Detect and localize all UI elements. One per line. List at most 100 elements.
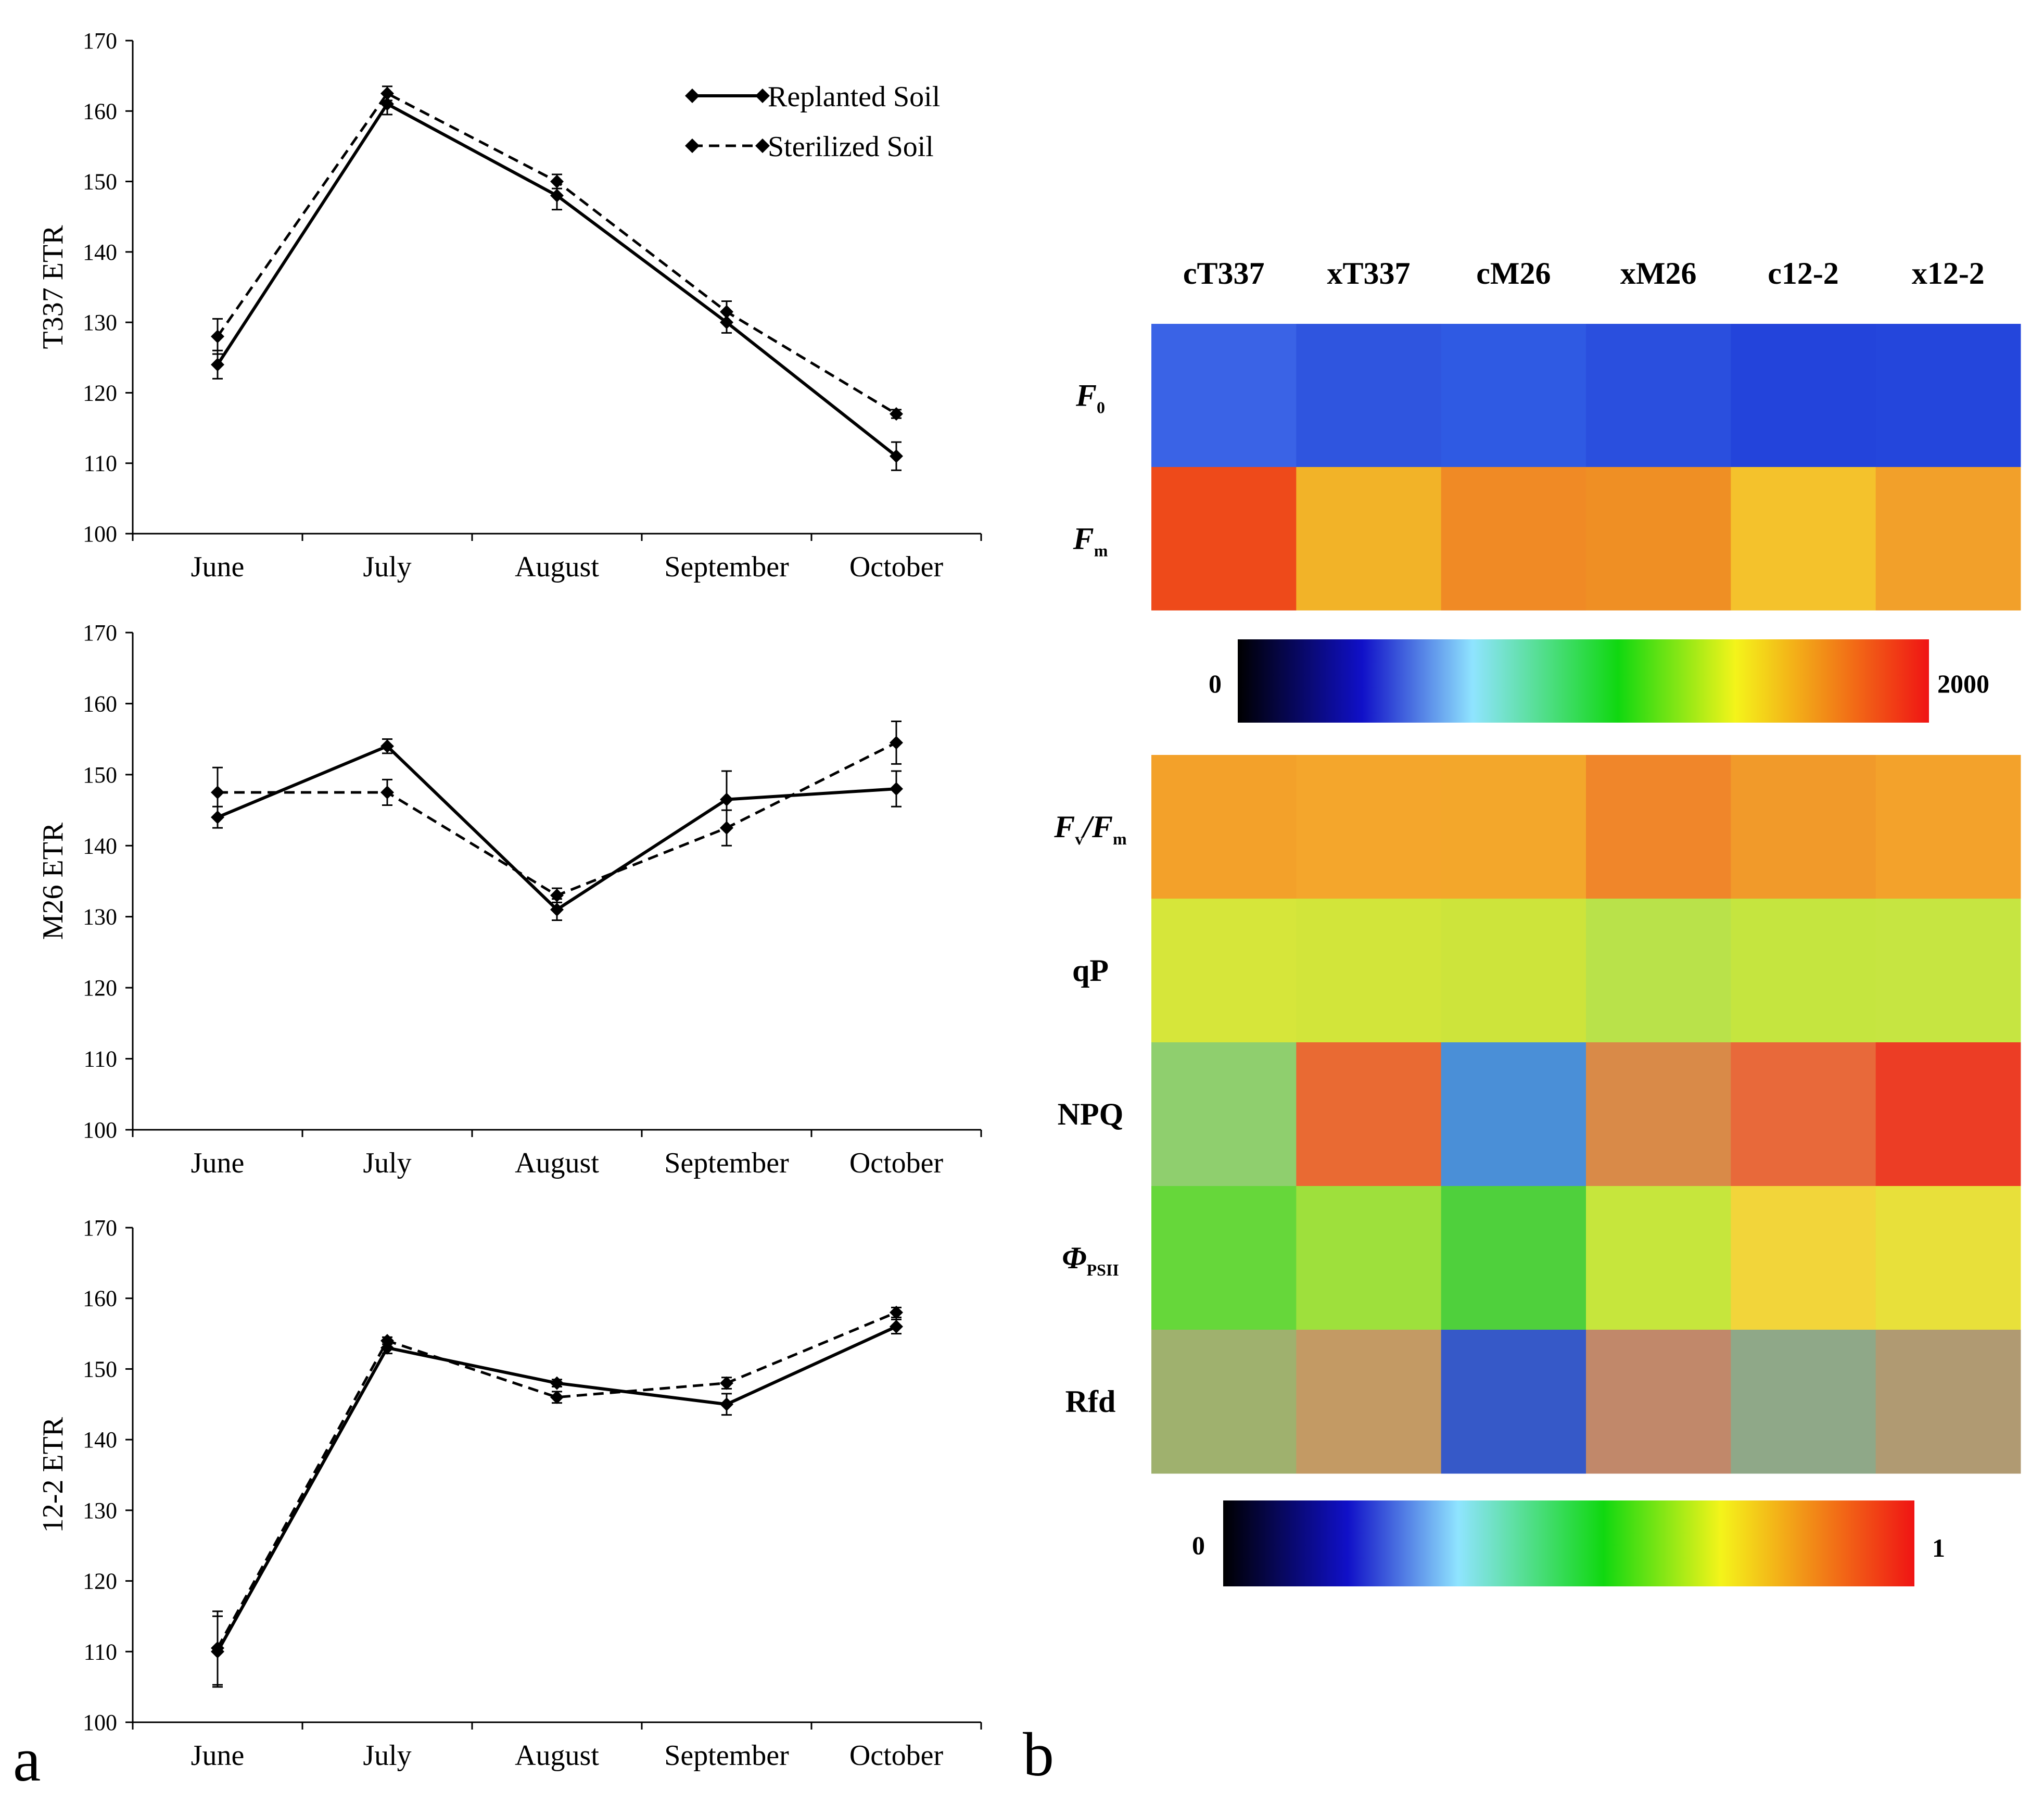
fluorescence-image-grid: cT337 xT337 cM26 xM26 c12-2 x12-2 F0 Fm Fv/Fm qP N… xyxy=(1053,256,2021,1474)
data-point xyxy=(211,785,224,799)
image-tile xyxy=(1731,1042,1876,1187)
y-tick-label: 110 xyxy=(84,1046,117,1072)
y-tick-label: 130 xyxy=(83,904,117,930)
sterilized-soil-line xyxy=(216,1311,897,1649)
row-label: Fv/Fm xyxy=(1053,810,1127,848)
y-axis-label: T337 ETR xyxy=(37,225,69,349)
legend-sterilized-marker-left xyxy=(685,138,700,153)
data-point xyxy=(890,782,903,796)
data-point xyxy=(890,736,903,750)
row-label: Fm xyxy=(1073,522,1108,560)
replanted-soil-line xyxy=(216,1325,897,1652)
t337-etr-chart: 100 110 120 130 140 150 160 170 June July August Se… xyxy=(37,28,982,583)
y-tick-label: 140 xyxy=(83,833,117,859)
image-tile xyxy=(1586,899,1731,1043)
image-tile xyxy=(1296,755,1442,899)
image-tile xyxy=(1151,324,1297,468)
image-tile xyxy=(1441,755,1586,899)
row-label: ΦPSII xyxy=(1062,1241,1119,1279)
panel-b-letter: b xyxy=(1023,1720,1054,1789)
image-tile xyxy=(1586,1186,1731,1330)
image-tile xyxy=(1731,467,1876,611)
data-point xyxy=(890,1305,903,1319)
colorbar2-min: 0 xyxy=(1192,1531,1205,1560)
row-label: F0 xyxy=(1075,379,1105,417)
colorbar-0-1 xyxy=(1223,1500,1914,1586)
y-tick-label: 140 xyxy=(83,239,117,265)
y-tick-label: 100 xyxy=(83,1117,117,1143)
x-tick-label: June xyxy=(191,551,245,583)
image-tile xyxy=(1441,899,1586,1043)
image-tile xyxy=(1875,324,2021,468)
replanted-soil-line xyxy=(217,744,897,912)
y-tick-label: 120 xyxy=(83,1569,117,1594)
image-tile xyxy=(1296,1330,1442,1474)
column-label: xM26 xyxy=(1620,256,1697,291)
image-tile xyxy=(1875,1042,2021,1187)
image-tile xyxy=(1296,1042,1442,1187)
y-tick-label: 130 xyxy=(83,310,117,335)
image-tile xyxy=(1586,755,1731,899)
data-point xyxy=(720,305,733,319)
x-tick-label: October xyxy=(849,1147,944,1179)
image-tile xyxy=(1151,1186,1297,1330)
legend-replanted-marker-left xyxy=(685,89,700,103)
x-tick-label: October xyxy=(849,1739,944,1772)
x-tick-label: September xyxy=(664,1147,789,1179)
image-tile xyxy=(1296,1186,1442,1330)
data-point xyxy=(720,792,733,806)
image-tile xyxy=(1875,755,2021,899)
y-axis-label: M26 ETR xyxy=(37,822,69,940)
data-point xyxy=(211,1641,224,1655)
data-point xyxy=(720,1376,733,1390)
image-tile xyxy=(1151,467,1297,611)
image-tile xyxy=(1151,1042,1297,1187)
image-tile xyxy=(1875,899,2021,1043)
data-point xyxy=(550,174,564,188)
image-tile xyxy=(1586,1042,1731,1187)
image-tile xyxy=(1296,467,1442,611)
image-tile xyxy=(1441,1042,1586,1187)
x-tick-label: September xyxy=(664,1739,789,1772)
image-tile xyxy=(1151,1330,1297,1474)
y-tick-label: 150 xyxy=(83,762,117,788)
data-point xyxy=(380,1334,394,1348)
data-point xyxy=(720,821,733,835)
row-label: NPQ xyxy=(1058,1097,1124,1131)
data-point xyxy=(550,1376,564,1390)
colorbar2-max: 1 xyxy=(1932,1533,1945,1562)
y-tick-label: 130 xyxy=(83,1498,117,1523)
image-tile xyxy=(1731,755,1876,899)
x-tick-label: July xyxy=(363,1739,411,1772)
data-point xyxy=(890,407,903,421)
m26-etr-chart: 100 110 120 130 140 150 160 170 June July August Se… xyxy=(37,620,982,1179)
data-point xyxy=(211,358,224,372)
y-tick-label: 120 xyxy=(83,975,117,1001)
image-tile xyxy=(1875,467,2021,611)
image-tile xyxy=(1151,899,1297,1043)
x-tick-label: August xyxy=(515,1739,599,1772)
sterilized-soil-line xyxy=(218,741,897,897)
row-label: qP xyxy=(1072,953,1109,988)
colorbar-0-2000 xyxy=(1238,639,1929,723)
image-tile xyxy=(1586,324,1731,468)
x-tick-label: August xyxy=(515,1147,599,1179)
image-tile xyxy=(1441,1330,1586,1474)
image-tile xyxy=(1296,899,1442,1043)
x-tick-label: August xyxy=(515,551,599,583)
image-tile xyxy=(1586,1330,1731,1474)
y-tick-label: 110 xyxy=(84,1639,117,1664)
y-tick-label: 150 xyxy=(83,1356,117,1382)
image-tile xyxy=(1731,1186,1876,1330)
y-tick-label: 100 xyxy=(83,1710,117,1735)
image-tile xyxy=(1875,1330,2021,1474)
image-tile xyxy=(1586,467,1731,611)
x-tick-label: July xyxy=(363,551,411,583)
column-label: xT337 xyxy=(1327,256,1410,291)
x-tick-label: October xyxy=(849,551,944,583)
row-label: Rfd xyxy=(1065,1384,1116,1419)
legend-sterilized-label: Sterilized Soil xyxy=(768,131,934,163)
y-tick-label: 170 xyxy=(83,1215,117,1241)
x-tick-label: June xyxy=(191,1147,245,1179)
data-point xyxy=(890,1320,903,1333)
